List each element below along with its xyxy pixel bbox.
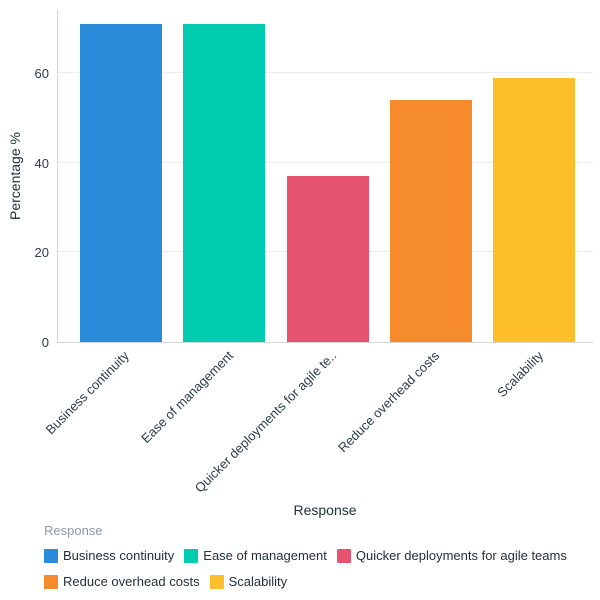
legend-item-reduce-overhead-costs[interactable]: Reduce overhead costs	[44, 574, 200, 589]
bar-scalability[interactable]	[493, 77, 576, 342]
y-tick-label-60: 60	[34, 66, 49, 82]
legend-swatch-icon	[44, 574, 58, 589]
x-tick-label-1: Business continuity	[43, 348, 133, 438]
x-tick-label-5: Scalability	[493, 348, 546, 400]
legend-label: Business continuity	[63, 548, 175, 563]
legend-swatch-icon	[336, 548, 351, 563]
y-tick-label-20: 20	[34, 245, 49, 261]
legend-item-ease-of-management[interactable]: Ease of management	[184, 548, 327, 563]
legend-label: Quicker deployments for agile teams	[355, 548, 567, 563]
legend-label: Reduce overhead costs	[63, 574, 200, 589]
legend-swatch-icon	[184, 548, 199, 563]
legend-label: Scalability	[228, 574, 288, 589]
gridline-40	[58, 161, 593, 163]
y-tick-label-40: 40	[34, 155, 49, 171]
legend-item-business-continuity[interactable]: Business continuity	[44, 548, 174, 563]
bar-reduce-overhead-costs[interactable]	[389, 99, 472, 342]
legend-title: Response	[44, 523, 103, 538]
legend-swatch-icon	[44, 548, 58, 563]
legend: Response Business continuity Ease of mana…	[44, 523, 596, 589]
bar-business-continuity[interactable]	[79, 23, 162, 342]
x-axis-title: Response	[293, 502, 357, 518]
gridline-60	[58, 72, 593, 74]
legend-item-scalability[interactable]: Scalability	[209, 574, 288, 589]
plot-area	[57, 10, 593, 343]
legend-items: Business continuity Ease of management Qui…	[44, 548, 596, 589]
legend-swatch-icon	[209, 574, 224, 589]
y-axis-title: Percentage %	[7, 132, 23, 220]
bar-quicker-deployments-for-agile-teams[interactable]	[286, 176, 369, 342]
x-tick-label-2: Ease of management	[137, 348, 236, 446]
legend-item-quicker-deployments-for-agile-teams[interactable]: Quicker deployments for agile teams	[336, 548, 567, 563]
x-tick-label-4: Reduce overhead costs	[335, 348, 443, 456]
bar-ease-of-management[interactable]	[183, 23, 266, 342]
legend-label: Ease of management	[203, 548, 327, 563]
y-tick-label-0: 0	[41, 335, 49, 350]
